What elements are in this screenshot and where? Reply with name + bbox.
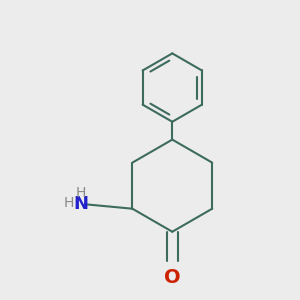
Text: H: H (76, 186, 86, 200)
Text: H: H (63, 196, 74, 210)
Text: N: N (74, 195, 89, 213)
Text: O: O (164, 268, 181, 287)
